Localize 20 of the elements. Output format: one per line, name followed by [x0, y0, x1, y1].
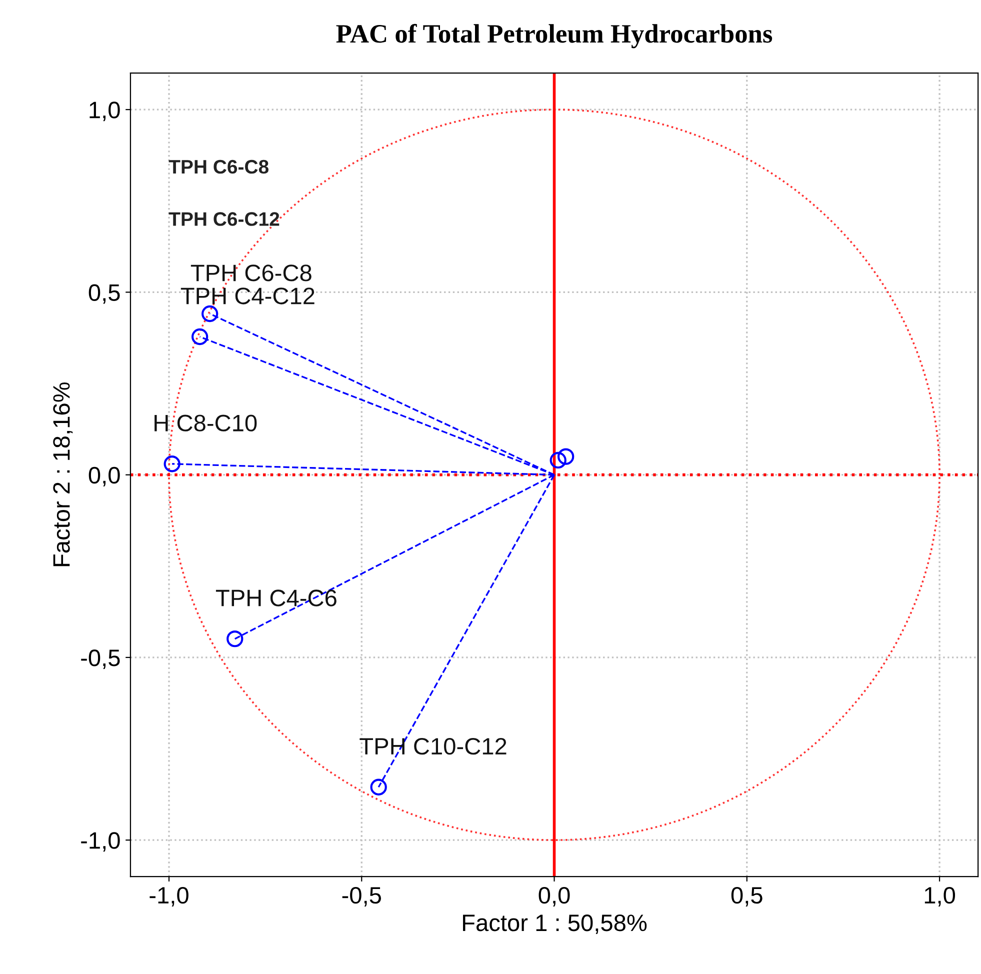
x-tick-label: 1,0 — [924, 886, 956, 906]
x-tick-label: 0,5 — [731, 886, 762, 906]
x-axis-title: Factor 1 : 50,58% — [463, 914, 647, 934]
x-tick-label: -0,5 — [342, 886, 381, 906]
annotation: TPH C4-C12 — [180, 288, 314, 304]
chart-title: PAC of Total Petroleum Hydrocarbons — [336, 24, 772, 48]
annotation: TPH C6-C8 — [168, 160, 268, 174]
annotation: TPH C6-C12 — [168, 212, 280, 226]
x-tick-label: -1,0 — [150, 886, 188, 906]
y-tick-label: -1,0 — [81, 832, 120, 852]
y-tick-label: -0,5 — [81, 650, 120, 670]
annotation: TPH C10-C12 — [360, 738, 506, 755]
x-tick-label: 0,0 — [538, 886, 570, 906]
annotation: TPH C4-C6 — [216, 590, 336, 606]
y-tick-label: 1,0 — [90, 102, 120, 122]
y-axis-title: Factor 2 : 18,16% — [53, 382, 73, 566]
annotation: H C8-C10 — [154, 414, 257, 432]
y-tick-label: 0,0 — [88, 466, 120, 486]
annotation: TPH C6-C8 — [190, 264, 312, 282]
y-tick-label: 0,5 — [88, 284, 120, 304]
